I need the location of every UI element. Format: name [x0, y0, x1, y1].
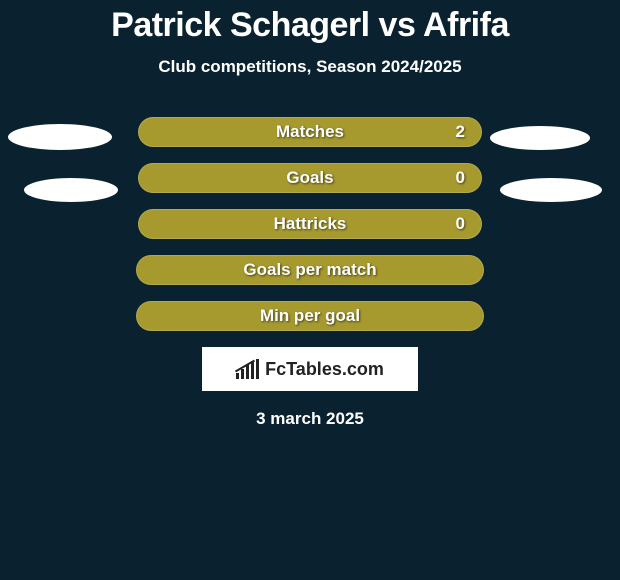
stat-bar-value: 0	[456, 214, 465, 234]
decorative-ellipse	[500, 178, 602, 202]
stat-bar-label: Goals	[286, 168, 333, 188]
decorative-ellipse	[24, 178, 118, 202]
logo-mini-bar	[236, 373, 239, 379]
stat-bar-label: Goals per match	[243, 260, 376, 280]
stat-bar-label: Min per goal	[260, 306, 360, 326]
logo-text: FcTables.com	[265, 359, 384, 380]
logo-mini-bar	[241, 369, 244, 379]
subtitle: Club competitions, Season 2024/2025	[0, 57, 620, 77]
stat-bar-fill: Matches 2	[138, 117, 482, 147]
logo-chart-icon	[236, 359, 259, 379]
decorative-ellipse	[8, 124, 112, 150]
stat-bar-fill: Min per goal	[136, 301, 484, 331]
logo-mini-bar	[246, 365, 249, 379]
decorative-ellipse	[490, 126, 590, 150]
logo-mini-bar	[256, 359, 259, 379]
fctables-logo: FcTables.com	[202, 347, 418, 391]
stat-bar-value: 0	[456, 168, 465, 188]
stat-bar-row: Hattricks 0	[0, 209, 620, 239]
stat-bar-value: 2	[456, 122, 465, 142]
stat-bar-label: Matches	[276, 122, 344, 142]
stat-bar-label: Hattricks	[274, 214, 347, 234]
stat-bar-fill: Hattricks 0	[138, 209, 482, 239]
stat-bar-row: Min per goal	[0, 301, 620, 331]
logo-mini-bar	[251, 361, 254, 379]
stat-bar-row: Goals per match	[0, 255, 620, 285]
page-title: Patrick Schagerl vs Afrifa	[0, 0, 620, 45]
stat-bar-fill: Goals 0	[138, 163, 482, 193]
date-label: 3 march 2025	[0, 409, 620, 429]
stat-bar-fill: Goals per match	[136, 255, 484, 285]
